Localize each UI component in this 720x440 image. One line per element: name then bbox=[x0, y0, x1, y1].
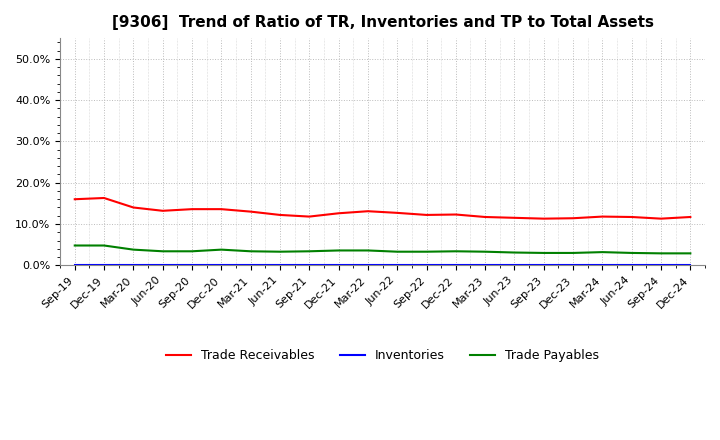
Trade Receivables bbox=[451, 212, 460, 217]
Line: Trade Payables: Trade Payables bbox=[75, 246, 690, 253]
Trade Payables bbox=[158, 249, 167, 254]
Inventories bbox=[129, 262, 138, 267]
Trade Payables bbox=[393, 249, 402, 254]
Trade Payables bbox=[188, 249, 197, 254]
Inventories bbox=[569, 262, 577, 267]
Inventories bbox=[71, 262, 79, 267]
Trade Payables bbox=[71, 243, 79, 248]
Trade Payables bbox=[364, 248, 372, 253]
Inventories bbox=[158, 262, 167, 267]
Inventories bbox=[539, 262, 548, 267]
Trade Payables bbox=[422, 249, 431, 254]
Trade Payables bbox=[569, 250, 577, 256]
Trade Receivables bbox=[129, 205, 138, 210]
Trade Payables bbox=[657, 251, 665, 256]
Trade Receivables bbox=[158, 208, 167, 213]
Text: [9306]  Trend of Ratio of TR, Inventories and TP to Total Assets: [9306] Trend of Ratio of TR, Inventories… bbox=[112, 15, 654, 30]
Trade Receivables bbox=[539, 216, 548, 221]
Trade Payables bbox=[129, 247, 138, 252]
Inventories bbox=[510, 262, 519, 267]
Trade Payables bbox=[686, 251, 695, 256]
Legend: Trade Receivables, Inventories, Trade Payables: Trade Receivables, Inventories, Trade Pa… bbox=[161, 344, 604, 367]
Trade Receivables bbox=[657, 216, 665, 221]
Inventories bbox=[246, 262, 255, 267]
Inventories bbox=[422, 262, 431, 267]
Trade Payables bbox=[451, 249, 460, 254]
Trade Payables bbox=[481, 249, 490, 254]
Inventories bbox=[393, 262, 402, 267]
Trade Payables bbox=[334, 248, 343, 253]
Inventories bbox=[217, 262, 225, 267]
Trade Receivables bbox=[422, 212, 431, 217]
Trade Receivables bbox=[510, 215, 519, 220]
Inventories bbox=[276, 262, 284, 267]
Inventories bbox=[305, 262, 314, 267]
Trade Payables bbox=[305, 249, 314, 254]
Trade Receivables bbox=[246, 209, 255, 214]
Trade Receivables bbox=[364, 209, 372, 214]
Trade Receivables bbox=[276, 212, 284, 217]
Trade Receivables bbox=[217, 206, 225, 212]
Inventories bbox=[627, 262, 636, 267]
Trade Receivables bbox=[686, 214, 695, 220]
Inventories bbox=[657, 262, 665, 267]
Inventories bbox=[686, 262, 695, 267]
Line: Trade Receivables: Trade Receivables bbox=[75, 198, 690, 219]
Inventories bbox=[451, 262, 460, 267]
Trade Payables bbox=[539, 250, 548, 256]
Trade Payables bbox=[100, 243, 109, 248]
Trade Payables bbox=[510, 250, 519, 255]
Trade Receivables bbox=[188, 206, 197, 212]
Inventories bbox=[481, 262, 490, 267]
Trade Receivables bbox=[481, 214, 490, 220]
Inventories bbox=[100, 262, 109, 267]
Trade Payables bbox=[246, 249, 255, 254]
Trade Receivables bbox=[334, 211, 343, 216]
Trade Receivables bbox=[393, 210, 402, 216]
Trade Receivables bbox=[305, 214, 314, 219]
Inventories bbox=[364, 262, 372, 267]
Inventories bbox=[598, 262, 607, 267]
Trade Receivables bbox=[100, 195, 109, 201]
Trade Receivables bbox=[598, 214, 607, 219]
Trade Receivables bbox=[569, 216, 577, 221]
Inventories bbox=[188, 262, 197, 267]
Trade Payables bbox=[598, 249, 607, 255]
Inventories bbox=[334, 262, 343, 267]
Trade Payables bbox=[276, 249, 284, 254]
Trade Receivables bbox=[627, 214, 636, 220]
Trade Receivables bbox=[71, 197, 79, 202]
Trade Payables bbox=[627, 250, 636, 256]
Trade Payables bbox=[217, 247, 225, 252]
